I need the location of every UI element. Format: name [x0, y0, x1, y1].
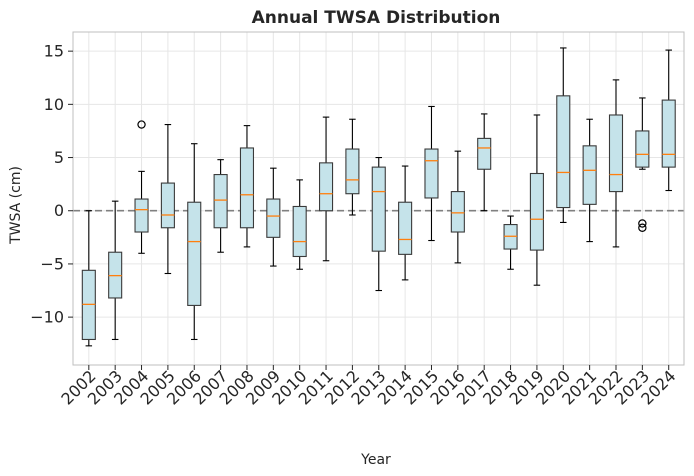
- boxes-layer: [81, 47, 676, 347]
- iqr-box: [582, 145, 597, 205]
- iqr-box: [608, 114, 624, 193]
- iqr-box: [556, 95, 571, 209]
- box-2023: [635, 97, 650, 232]
- box-2010: [292, 179, 307, 270]
- iqr-box: [292, 205, 307, 258]
- iqr-box: [424, 148, 439, 199]
- box-2003: [108, 200, 123, 341]
- iqr-box: [635, 130, 650, 168]
- y-axis-label: TWSA (cm): [8, 166, 24, 245]
- iqr-box: [239, 147, 255, 229]
- iqr-box: [213, 174, 228, 229]
- box-2013: [371, 156, 386, 292]
- box-2005: [160, 124, 175, 275]
- box-2016: [450, 150, 465, 264]
- box-2020: [556, 47, 571, 223]
- box-2006: [187, 143, 202, 341]
- y-tick-label: 10: [44, 95, 64, 114]
- iqr-box: [318, 162, 334, 212]
- outlier-point: [137, 120, 146, 129]
- box-2012: [345, 118, 360, 216]
- iqr-box: [477, 137, 492, 170]
- iqr-box: [661, 99, 676, 168]
- box-2002: [81, 210, 96, 347]
- iqr-box: [187, 201, 202, 306]
- box-2011: [318, 116, 334, 262]
- iqr-box: [450, 191, 465, 233]
- outlier-point: [638, 219, 647, 228]
- y-tick-label: −5: [40, 254, 64, 273]
- iqr-box: [134, 198, 149, 233]
- y-axis-ticks: −10 −5 0 5 10 15: [30, 42, 73, 327]
- box-2004: [134, 120, 149, 254]
- y-tick-label: 15: [44, 42, 64, 61]
- iqr-box: [398, 201, 413, 255]
- box-2018: [503, 215, 518, 270]
- iqr-box: [345, 148, 360, 195]
- box-2021: [582, 118, 597, 243]
- box-2015: [424, 105, 439, 242]
- y-tick-label: 0: [54, 201, 64, 220]
- box-2019: [529, 114, 544, 286]
- box-2008: [239, 125, 255, 248]
- box-2014: [398, 165, 413, 281]
- x-axis-ticks: 2002200320042005200620072008200920102011…: [57, 365, 680, 409]
- box-2017: [477, 113, 492, 212]
- box-2024: [661, 49, 676, 192]
- iqr-box: [266, 198, 281, 238]
- box-2007: [213, 159, 228, 253]
- x-axis-label: Year: [360, 452, 391, 468]
- iqr-box: [160, 182, 175, 229]
- box-2009: [266, 167, 281, 267]
- chart-title: Annual TWSA Distribution: [252, 8, 501, 28]
- iqr-box: [371, 166, 386, 252]
- box-2022: [608, 79, 624, 248]
- y-tick-label: −10: [30, 308, 64, 327]
- y-tick-label: 5: [54, 148, 64, 167]
- iqr-box: [529, 172, 544, 251]
- outlier-point: [638, 223, 647, 232]
